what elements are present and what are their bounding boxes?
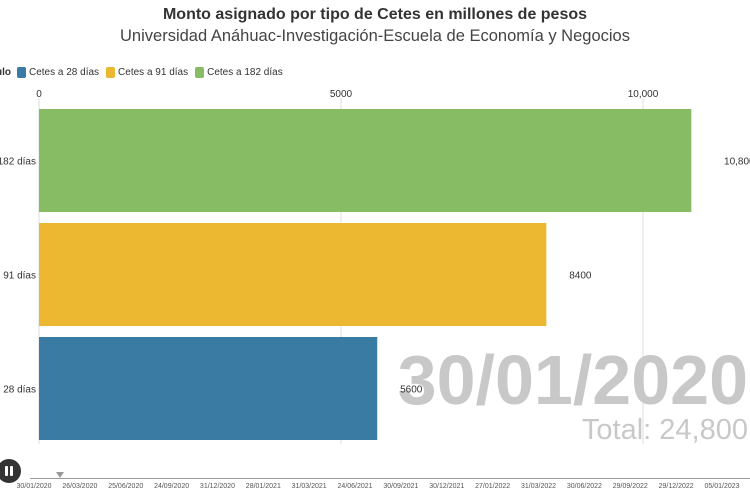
bars: 182 días 10,800 91 días 8400 28 días 5600	[0, 109, 750, 440]
timeline-label[interactable]: 25/06/2020	[108, 483, 144, 490]
timeline-label[interactable]: 30/06/2022	[566, 483, 602, 490]
timeline-label[interactable]: 26/03/2020	[62, 483, 98, 490]
chart-subtitle: Universidad Anáhuac-Investigación-Escuel…	[120, 27, 630, 45]
overlay-total: Total: 24,800	[582, 414, 748, 446]
timeline-label[interactable]: 31/12/2020	[199, 483, 235, 490]
legend-item-28[interactable]: Cetes a 28 días	[17, 66, 100, 78]
timeline-label[interactable]: 29/09/2022	[612, 483, 648, 490]
x-tick-label: 5000	[330, 89, 353, 100]
bar[interactable]	[39, 337, 378, 440]
legend-text-91: Cetes a 91 días	[118, 66, 189, 78]
timeline-axis	[30, 478, 750, 479]
value-label: 5600	[400, 385, 423, 396]
x-tick-label: 0	[36, 89, 42, 100]
pause-button[interactable]	[0, 459, 21, 483]
timeline-label[interactable]: 30/12/2021	[429, 483, 465, 490]
legend-item-91[interactable]: Cetes a 91 días	[106, 66, 189, 78]
value-label: 10,800	[724, 157, 750, 168]
timeline-label[interactable]: 28/01/2021	[245, 483, 281, 490]
chart-title: Monto asignado por tipo de Cetes en mill…	[162, 6, 588, 23]
category-label: 91 días	[3, 271, 36, 282]
timeline-label[interactable]: 27/01/2022	[475, 483, 511, 490]
timeline-handle[interactable]	[56, 472, 64, 478]
category-label: 28 días	[3, 385, 36, 396]
timeline-label[interactable]: 31/03/2022	[521, 483, 557, 490]
timeline-label[interactable]: 24/09/2020	[154, 483, 190, 490]
x-tick-label: 10,000	[628, 89, 659, 100]
timeline-label[interactable]: 24/06/2021	[337, 483, 373, 490]
category-label: 182 días	[0, 157, 36, 168]
legend-swatch-28	[17, 66, 26, 78]
timeline-label[interactable]: 31/03/2021	[291, 483, 327, 490]
overlay-date: 30/01/2020	[398, 341, 748, 419]
legend-swatch-91	[106, 66, 116, 78]
date-overlay: 30/01/2020 Total: 24,800	[398, 341, 748, 446]
legend: ulo Cetes a 28 días Cetes a 91 días Cete…	[0, 64, 290, 80]
bar[interactable]	[39, 223, 547, 326]
timeline-label[interactable]: 05/01/2023	[704, 483, 740, 490]
timeline-label[interactable]: 30/01/2020	[16, 483, 52, 490]
legend-item-182[interactable]: Cetes a 182 días	[195, 66, 283, 78]
timeline-label[interactable]: 29/12/2022	[658, 483, 694, 490]
timeline-slider[interactable]: 30/01/2020 26/03/2020 25/06/2020 24/09/2020…	[0, 472, 750, 500]
timeline-label[interactable]: 30/09/2021	[383, 483, 419, 490]
legend-text-182: Cetes a 182 días	[207, 66, 283, 78]
value-label: 8400	[569, 271, 592, 282]
legend-swatch-182	[195, 66, 205, 78]
bar[interactable]	[39, 109, 692, 212]
legend-text-28: Cetes a 28 días	[29, 66, 100, 78]
legend-label: ulo	[0, 66, 11, 78]
timeline-labels: 30/01/2020 26/03/2020 25/06/2020 24/09/2020…	[0, 483, 750, 497]
